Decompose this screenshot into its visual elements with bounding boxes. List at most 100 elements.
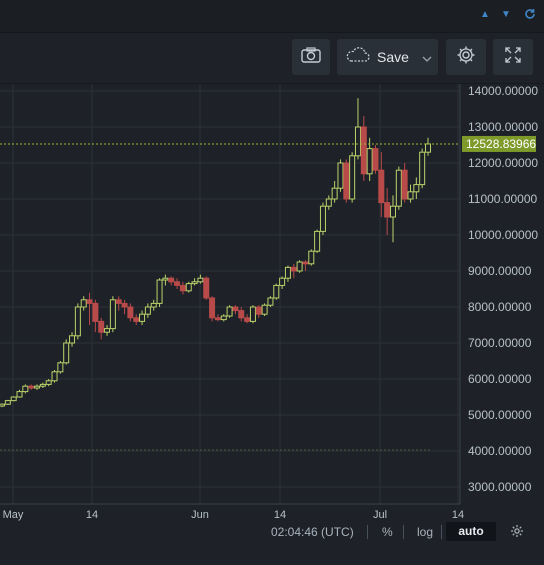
- candle-body: [343, 162, 350, 200]
- candle-body: [395, 169, 402, 207]
- candle-body: [232, 306, 239, 312]
- candle-body: [389, 205, 396, 218]
- y-tick-label: 7000.00000: [468, 336, 532, 350]
- chevron-down-icon[interactable]: [422, 51, 432, 69]
- candle-body: [413, 184, 420, 193]
- gear-icon[interactable]: [510, 524, 524, 541]
- candle-body: [296, 261, 303, 272]
- candle-body: [226, 306, 233, 317]
- fullscreen-button[interactable]: [493, 39, 533, 75]
- candle-body: [34, 385, 41, 389]
- percent-toggle[interactable]: %: [382, 525, 393, 539]
- candle-body: [185, 283, 192, 292]
- y-tick-label: 12000.00000: [468, 156, 538, 170]
- candle-body: [22, 385, 29, 393]
- candle-body: [51, 371, 58, 382]
- price-chart[interactable]: 14000.00000 13000.00000 12000.00000 11000.0…: [0, 84, 544, 565]
- divider: [441, 525, 442, 539]
- candle-body: [0, 403, 5, 407]
- candle-body: [109, 299, 116, 330]
- candle-body: [238, 310, 245, 319]
- candle-body: [209, 297, 216, 319]
- camera-icon: [301, 46, 321, 68]
- x-tick-label: May: [3, 509, 24, 521]
- candle-body: [279, 277, 286, 286]
- candle-body: [121, 302, 128, 308]
- candle-body: [4, 400, 11, 405]
- log-toggle[interactable]: log: [417, 525, 434, 539]
- y-tick-label: 4000.00000: [468, 444, 532, 458]
- time-axis: May 14 Jun 14 Jul 14: [0, 503, 464, 521]
- candle-body: [69, 335, 76, 344]
- candle-body: [314, 230, 321, 252]
- candle-body: [39, 383, 46, 387]
- candle-body: [92, 302, 99, 322]
- candle-body: [45, 380, 52, 385]
- candle-body: [133, 317, 140, 322]
- candle-body: [214, 317, 221, 321]
- candle-body: [302, 261, 309, 265]
- triangle-down-icon[interactable]: ▼: [501, 9, 511, 20]
- candles: [0, 98, 431, 408]
- candle-body: [331, 187, 338, 200]
- candle-body: [162, 277, 169, 281]
- candle-body: [337, 162, 344, 189]
- settings-button[interactable]: [446, 39, 486, 75]
- candle-body: [220, 315, 227, 321]
- candle-body: [372, 148, 379, 171]
- candle-body: [203, 277, 210, 299]
- x-tick-label: 14: [274, 509, 286, 521]
- y-tick-label: 11000.00000: [468, 192, 538, 206]
- y-tick-label: 14000.00000: [468, 84, 538, 98]
- candle-body: [319, 205, 326, 232]
- candle-body: [267, 297, 274, 306]
- x-tick-label: 14: [86, 509, 98, 521]
- cloud-icon: [345, 46, 371, 68]
- candle-body: [127, 306, 134, 319]
- candle-body: [174, 281, 181, 286]
- last-price-badge: [462, 135, 536, 152]
- candle-body: [419, 151, 426, 186]
- auto-toggle[interactable]: auto: [446, 522, 496, 541]
- candle-body: [191, 281, 198, 285]
- candle-body: [168, 277, 175, 283]
- x-tick-label: Jul: [373, 509, 387, 521]
- save-label: Save: [377, 49, 409, 65]
- candle-body: [425, 143, 431, 153]
- candle-body: [401, 169, 408, 200]
- chart-grid: [0, 84, 460, 504]
- divider: [403, 525, 404, 539]
- candle-body: [407, 191, 414, 200]
- candle-body: [16, 391, 23, 398]
- price-axis: 14000.00000 13000.00000 12000.00000 11000.0…: [0, 84, 538, 504]
- candle-body: [197, 277, 204, 283]
- gear-icon: [456, 45, 476, 70]
- candle-body: [244, 317, 251, 322]
- candle-body: [384, 202, 391, 218]
- candle-body: [249, 306, 256, 322]
- candle-body: [63, 342, 70, 364]
- candle-body: [378, 169, 385, 204]
- x-tick-label: 14: [452, 509, 464, 521]
- clock-readout: 02:04:46 (UTC): [271, 525, 354, 539]
- y-tick-label: 9000.00000: [468, 264, 532, 278]
- y-tick-label: 13000.00000: [468, 120, 538, 134]
- candle-body: [284, 266, 291, 279]
- top-bar: ▲ ▼: [0, 0, 544, 33]
- candle-body: [325, 198, 332, 207]
- triangle-up-icon[interactable]: ▲: [480, 9, 490, 20]
- x-tick-label: Jun: [191, 509, 209, 521]
- candle-body: [144, 306, 151, 315]
- candle-body: [86, 299, 93, 304]
- candle-body: [156, 279, 163, 304]
- expand-icon: [504, 46, 522, 69]
- snapshot-button[interactable]: [292, 39, 330, 75]
- save-button[interactable]: Save: [337, 39, 438, 75]
- candle-body: [290, 266, 297, 272]
- candle-body: [150, 302, 157, 308]
- candle-body: [261, 304, 268, 315]
- candle-body: [57, 362, 64, 373]
- candle-body: [366, 148, 373, 175]
- candle-body: [104, 328, 111, 333]
- refresh-icon[interactable]: [523, 8, 537, 22]
